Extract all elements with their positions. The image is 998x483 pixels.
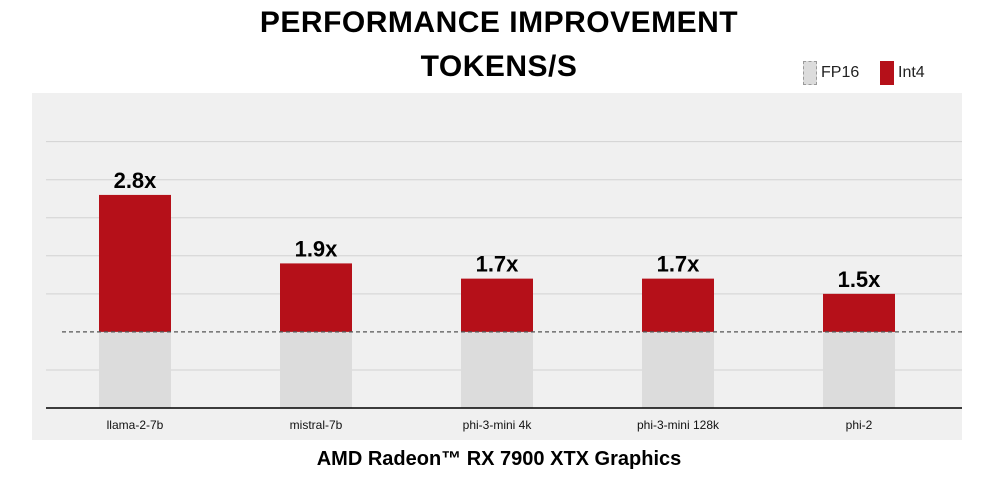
data-label: 1.7x [657, 252, 701, 277]
bar-fp16 [642, 331, 714, 408]
x-tick-label: phi-3-mini 4k [463, 418, 533, 432]
data-label: 1.9x [295, 236, 339, 261]
bar-int4 [280, 263, 352, 332]
legend-item-int4: Int4 [880, 60, 925, 86]
data-label: 1.7x [476, 252, 520, 277]
legend-swatch-fp16 [803, 61, 817, 85]
bar-fp16 [99, 331, 171, 408]
bar-int4 [642, 278, 714, 332]
chart-title-line2: TOKENS/S [420, 50, 578, 83]
data-label: 2.8x [114, 168, 158, 193]
x-tick-label: phi-2 [846, 418, 873, 432]
legend-label-int4: Int4 [898, 64, 925, 81]
bar-fp16 [823, 331, 895, 408]
bar-fp16 [280, 331, 352, 408]
bar-int4 [99, 194, 171, 332]
bar-fp16 [461, 331, 533, 408]
legend-swatch-int4 [880, 61, 894, 85]
x-tick-label: mistral-7b [290, 418, 343, 432]
legend-label-fp16: FP16 [821, 64, 860, 81]
chart-footer-caption: AMD Radeon™ RX 7900 XTX Graphics [316, 448, 682, 470]
bar-int4 [823, 293, 895, 332]
x-tick-label: phi-3-mini 128k [637, 418, 720, 432]
bar-int4 [461, 278, 533, 332]
chart-title-line1: PERFORMANCE IMPROVEMENT [259, 6, 739, 39]
x-tick-label: llama-2-7b [107, 418, 164, 432]
legend-item-fp16: FP16 [803, 60, 859, 86]
data-label: 1.5x [838, 267, 882, 292]
